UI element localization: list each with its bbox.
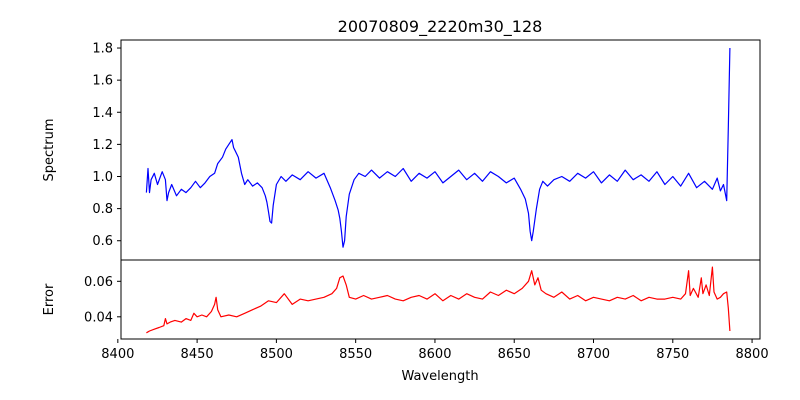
x-tick-label: 8650 xyxy=(498,347,531,362)
chart-title: 20070809_2220m30_128 xyxy=(338,17,543,37)
spectrum-y-axis-label: Spectrum xyxy=(42,119,57,182)
error-y-tick-label: 0.06 xyxy=(84,275,113,290)
x-tick-label: 8550 xyxy=(339,347,372,362)
spectrum-y-tick-label: 1.4 xyxy=(92,106,113,121)
error-y-axis-label: Error xyxy=(42,283,57,315)
error-y-tick-label: 0.04 xyxy=(84,310,113,325)
x-tick-label: 8450 xyxy=(181,347,214,362)
x-tick-label: 8400 xyxy=(101,347,134,362)
error-series-line xyxy=(146,266,731,334)
x-tick-label: 8800 xyxy=(736,347,769,362)
x-tick-label: 8700 xyxy=(577,347,610,362)
spectrum-y-tick-label: 1.0 xyxy=(92,170,113,185)
error-panel: 0.04 0.06 Error 8400 8450 8500 8550 8600 8650 870… xyxy=(42,259,769,362)
spectrum-series-line xyxy=(145,47,731,248)
spectrum-y-tick-label: 1.6 xyxy=(92,74,113,89)
spectrum-y-tick-label: 1.8 xyxy=(92,42,113,57)
x-tick-label: 8600 xyxy=(418,347,451,362)
error-axes-frame xyxy=(120,259,761,340)
spectrum-y-tick-label: 1.2 xyxy=(92,138,113,153)
spectrum-y-tick-label: 0.6 xyxy=(92,234,113,249)
spectrum-y-tick-label: 0.8 xyxy=(92,202,113,217)
x-axis-label: Wavelength xyxy=(401,369,478,384)
x-tick-label: 8750 xyxy=(656,347,689,362)
x-tick-label: 8500 xyxy=(260,347,293,362)
